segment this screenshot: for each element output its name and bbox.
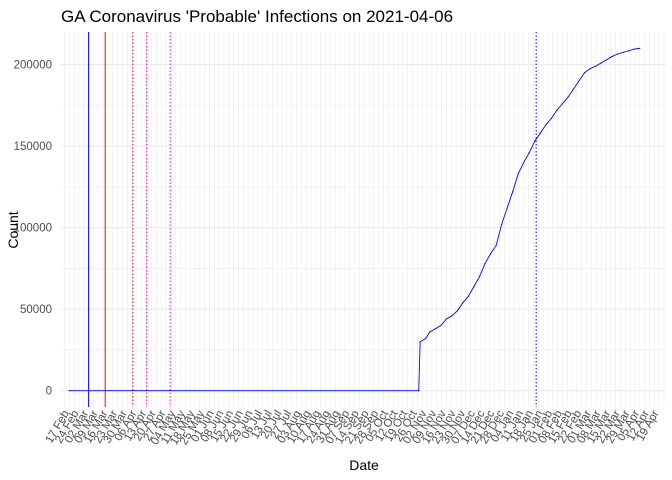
y-tick-label: 0 bbox=[46, 386, 52, 398]
data-point bbox=[628, 50, 630, 52]
data-point bbox=[606, 59, 608, 61]
data-point bbox=[473, 285, 475, 287]
data-point bbox=[419, 341, 421, 343]
data-point bbox=[425, 337, 427, 340]
data-point bbox=[572, 88, 575, 90]
x-axis-title: Date bbox=[349, 457, 379, 473]
data-point bbox=[639, 47, 641, 49]
data-point bbox=[611, 55, 613, 58]
data-point bbox=[501, 223, 503, 225]
data-point bbox=[578, 80, 580, 82]
data-point bbox=[583, 72, 586, 74]
reference-lines bbox=[88, 32, 537, 407]
data-point bbox=[462, 302, 464, 304]
data-point bbox=[451, 315, 453, 317]
data-point bbox=[434, 328, 436, 330]
data-point bbox=[440, 324, 442, 327]
data-point bbox=[539, 132, 541, 134]
data-point bbox=[418, 390, 420, 392]
data-point bbox=[489, 253, 492, 255]
chart-title: GA Coronavirus 'Probable' Infections on … bbox=[61, 7, 453, 26]
data-point bbox=[523, 161, 525, 164]
data-point bbox=[534, 140, 536, 142]
data-point bbox=[506, 207, 508, 209]
grid bbox=[61, 32, 666, 407]
data-point bbox=[633, 48, 635, 50]
y-axis: 0 50000 100000 150000 200000 bbox=[14, 60, 52, 398]
data-point bbox=[467, 295, 470, 297]
y-tick-label: 100000 bbox=[14, 223, 52, 235]
data-point bbox=[545, 124, 547, 126]
y-tick-label: 200000 bbox=[14, 60, 52, 72]
data-point bbox=[68, 390, 70, 392]
data-point bbox=[567, 96, 569, 98]
y-axis-title: Count bbox=[5, 211, 21, 248]
data-point bbox=[429, 331, 431, 333]
series-layer bbox=[68, 47, 641, 392]
data-point bbox=[622, 51, 624, 53]
data-point bbox=[617, 53, 619, 55]
data-point bbox=[600, 62, 602, 64]
data-point bbox=[556, 109, 558, 111]
data-point bbox=[550, 117, 552, 120]
data-point bbox=[517, 173, 519, 175]
data-point bbox=[589, 68, 591, 70]
data-point bbox=[445, 318, 447, 320]
data-point bbox=[478, 275, 481, 278]
y-tick-label: 150000 bbox=[14, 141, 52, 153]
data-point bbox=[561, 103, 564, 105]
data-point bbox=[484, 262, 486, 265]
data-point bbox=[456, 310, 459, 312]
data-point bbox=[512, 191, 514, 193]
data-point bbox=[594, 65, 597, 67]
y-tick-label: 50000 bbox=[20, 304, 52, 316]
data-point bbox=[495, 244, 497, 247]
data-point bbox=[528, 152, 530, 154]
